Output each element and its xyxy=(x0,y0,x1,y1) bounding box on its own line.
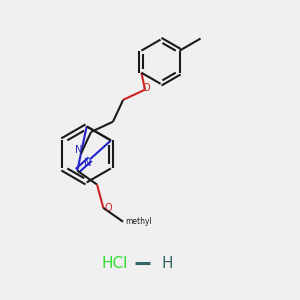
Text: N: N xyxy=(84,158,92,168)
Text: O: O xyxy=(143,83,150,93)
Text: O: O xyxy=(104,203,112,213)
Text: H: H xyxy=(162,256,173,271)
Text: N: N xyxy=(75,145,82,155)
Text: methyl: methyl xyxy=(125,217,152,226)
Text: HCl: HCl xyxy=(101,256,128,271)
